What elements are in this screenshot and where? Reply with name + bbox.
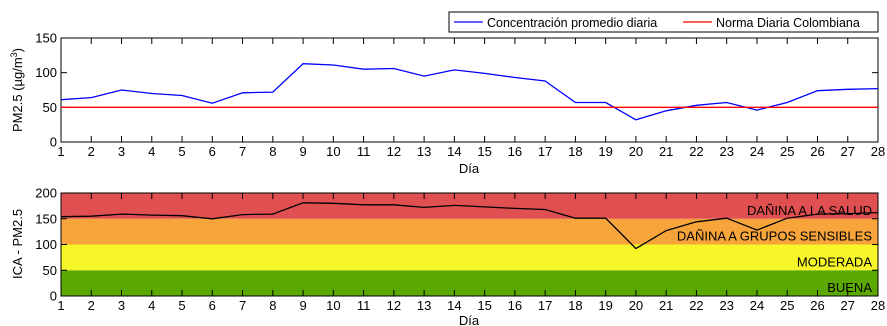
y-tick-label: 150 <box>35 211 57 226</box>
y-tick-label: 50 <box>43 263 57 278</box>
x-tick-label: 24 <box>750 298 764 313</box>
x-tick-label: 9 <box>299 298 306 313</box>
x-tick-label: 16 <box>508 298 522 313</box>
x-tick-label: 17 <box>538 144 552 159</box>
bottom-y-axis-label: ICA - PM2.5 <box>10 209 25 279</box>
x-tick-label: 25 <box>780 144 794 159</box>
x-tick-label: 18 <box>568 144 582 159</box>
x-tick-label: 19 <box>598 298 612 313</box>
top-y-axis-label: PM2.5 (µg/m3) <box>9 48 25 132</box>
x-tick-label: 13 <box>417 144 431 159</box>
x-tick-label: 10 <box>326 298 340 313</box>
x-tick-label: 2 <box>88 144 95 159</box>
legend-label-norma: Norma Diaria Colombiana <box>716 16 860 30</box>
legend-box <box>448 11 879 33</box>
y-tick-label: 0 <box>50 289 57 304</box>
y-tick-label: 150 <box>35 31 57 46</box>
x-tick-label: 1 <box>57 144 64 159</box>
top-x-axis-label: Día <box>459 161 480 176</box>
x-tick-label: 21 <box>659 144 673 159</box>
x-tick-label: 15 <box>477 298 491 313</box>
band-label: MODERADA <box>797 254 872 269</box>
pm25-concentration-chart: 1 2 3 4 5 6 7 8 9 10 11 12 13 14 15 16 17 18 19 20 21 22 23 24 2… <box>9 11 885 176</box>
top-series <box>60 63 879 121</box>
x-tick-label: 12 <box>387 298 401 313</box>
series-line-0 <box>60 202 879 250</box>
x-tick-label: 28 <box>871 144 885 159</box>
x-tick-label: 27 <box>841 298 855 313</box>
x-tick-label: 24 <box>750 144 764 159</box>
ica-band-labels: BUENA MODERADA DAÑINA A GRUPOS SENSIBLES DA… <box>677 203 872 295</box>
x-tick-label: 5 <box>178 298 185 313</box>
top-x-tick-labels: 1 2 3 4 5 6 7 8 9 10 11 12 13 14 15 16 17 18 19 20 21 22 23 24 2… <box>57 144 885 159</box>
x-tick-label: 13 <box>417 298 431 313</box>
ica-category-bands <box>61 193 878 296</box>
x-tick-label: 1 <box>57 298 64 313</box>
x-tick-label: 6 <box>209 298 216 313</box>
top-y-tick-labels: 0 50 100 150 <box>35 31 57 150</box>
x-tick-label: 14 <box>447 144 461 159</box>
top-ticks <box>60 37 879 143</box>
x-tick-label: 3 <box>118 298 125 313</box>
x-tick-label: 22 <box>689 144 703 159</box>
x-tick-label: 21 <box>659 298 673 313</box>
x-tick-label: 22 <box>689 298 703 313</box>
y-tick-label: 50 <box>43 100 57 115</box>
legend-label-concentration: Concentración promedio diaria <box>487 16 657 30</box>
x-tick-label: 4 <box>148 298 155 313</box>
x-tick-label: 11 <box>357 298 371 313</box>
x-tick-label: 9 <box>299 144 306 159</box>
x-tick-label: 7 <box>239 144 246 159</box>
x-tick-label: 28 <box>871 298 885 313</box>
x-tick-label: 11 <box>357 144 371 159</box>
x-tick-label: 26 <box>810 144 824 159</box>
x-tick-label: 5 <box>178 144 185 159</box>
x-tick-label: 23 <box>719 144 733 159</box>
x-tick-label: 17 <box>538 298 552 313</box>
band-buena <box>61 270 878 296</box>
x-tick-label: 3 <box>118 144 125 159</box>
x-tick-label: 10 <box>326 144 340 159</box>
x-tick-label: 12 <box>387 144 401 159</box>
x-tick-label: 15 <box>477 144 491 159</box>
x-tick-label: 6 <box>209 144 216 159</box>
bottom-y-tick-labels: 0 50 100 150 200 <box>35 186 57 304</box>
y-tick-label: 100 <box>35 65 57 80</box>
ica-pm25-chart: BUENA MODERADA DAÑINA A GRUPOS SENSIBLES DA… <box>10 186 885 326</box>
top-plot-area <box>60 37 879 143</box>
x-tick-label: 19 <box>598 144 612 159</box>
bottom-x-axis-label: Día <box>459 313 480 326</box>
x-tick-label: 7 <box>239 298 246 313</box>
series-line-0 <box>60 63 879 121</box>
x-tick-label: 20 <box>629 144 643 159</box>
y-tick-label: 200 <box>35 186 57 201</box>
band-dañina-a-grupos-sensibles <box>61 218 878 245</box>
band-moderada <box>61 244 878 271</box>
x-tick-label: 23 <box>719 298 733 313</box>
y-tick-label: 0 <box>50 135 57 150</box>
x-tick-label: 14 <box>447 298 461 313</box>
x-tick-label: 16 <box>508 144 522 159</box>
band-label: DAÑINA A GRUPOS SENSIBLES <box>677 229 872 244</box>
x-tick-label: 18 <box>568 298 582 313</box>
bottom-series <box>60 202 879 250</box>
y-tick-label: 100 <box>35 237 57 252</box>
x-tick-label: 2 <box>88 298 95 313</box>
x-tick-label: 20 <box>629 298 643 313</box>
x-tick-label: 8 <box>269 298 276 313</box>
x-tick-label: 25 <box>780 298 794 313</box>
x-tick-label: 26 <box>810 298 824 313</box>
x-tick-label: 4 <box>148 144 155 159</box>
bottom-x-tick-labels: 1 2 3 4 5 6 7 8 9 10 11 12 13 14 15 16 17 18 19 20 21 22 23 24 2… <box>57 298 885 313</box>
band-label: BUENA <box>827 280 872 295</box>
band-label: DAÑINA A LA SALUD <box>747 203 872 218</box>
x-tick-label: 27 <box>841 144 855 159</box>
legend: Concentración promedio diaria Norma Diar… <box>448 11 879 33</box>
x-tick-label: 8 <box>269 144 276 159</box>
bottom-ticks <box>60 192 879 297</box>
